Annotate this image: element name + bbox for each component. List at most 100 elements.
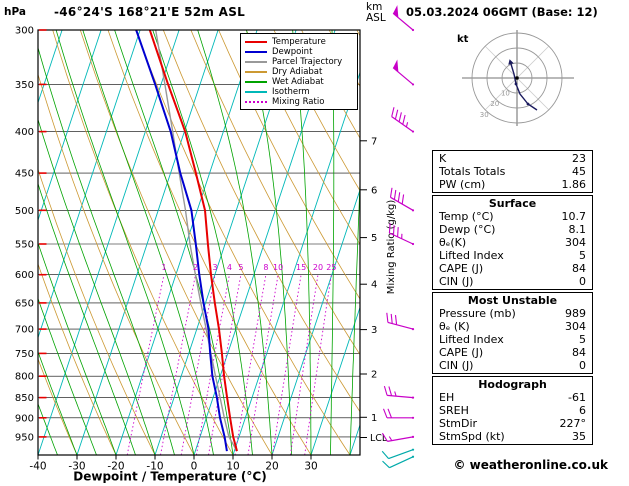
indices-label: Temp (°C) [439,210,494,223]
indices-section: Hodograph EH -61 SREH 6 StmDir 227° StmSpd (kt)… [432,376,593,445]
indices-label: SREH [439,404,469,417]
svg-text:550: 550 [15,240,34,251]
indices-label: CIN (J) [439,275,474,288]
indices-row: Lifted Index 5 [433,249,592,262]
indices-label: CIN (J) [439,359,474,372]
svg-text:950: 950 [15,432,34,443]
legend-item: Parcel Trajectory [245,57,354,67]
indices-value: 23 [572,152,586,165]
legend-item: Dewpoint [245,47,354,57]
indices-value: 6 [579,404,586,417]
svg-text:500: 500 [15,206,34,217]
svg-text:350: 350 [15,80,34,91]
svg-text:700: 700 [15,325,34,336]
indices-value: 5 [579,333,586,346]
indices-value: 8.1 [568,223,587,236]
svg-text:2: 2 [193,263,198,272]
svg-text:800: 800 [15,372,34,383]
indices-value: 10.7 [561,210,587,223]
legend-swatch [245,101,267,103]
svg-text:400: 400 [15,127,34,138]
km-axis: 1 2 3 4 5 6 7 LCL [360,136,388,444]
km-label: km [366,1,383,13]
hodograph-arrow [508,59,514,65]
svg-text:kt: kt [457,34,469,45]
indices-section-title: Surface [488,197,537,210]
legend-item: Dry Adiabat [245,67,354,77]
hodograph-trace [510,63,538,111]
datetime-title: 05.03.2024 06GMT (Base: 12) [406,5,598,19]
indices-row: Temp (°C) 10.7 [433,210,592,223]
indices-value: -61 [568,391,586,404]
svg-text:-20: -20 [107,461,124,473]
indices-label: Lifted Index [439,249,504,262]
legend-item: Temperature [245,37,354,47]
indices-row: CAPE (J) 84 [433,262,592,275]
svg-text:-30: -30 [68,461,85,473]
svg-text:3: 3 [371,325,377,336]
station-title: -46°24'S 168°21'E 52m ASL [54,5,246,19]
legend-swatch [245,81,267,83]
svg-text:LCL: LCL [370,433,388,444]
indices-row: θₑ (K) 304 [433,320,592,333]
svg-text:3: 3 [213,263,218,272]
legend-swatch [245,91,267,93]
indices-value: 304 [565,320,586,333]
indices-value: 989 [565,307,586,320]
svg-text:900: 900 [15,413,34,424]
indices-panel: K 23 Totals Totals 45 PW (cm) 1.86 Surface Temp… [432,150,593,447]
legend-item: Isotherm [245,87,354,97]
legend-item: Wet Adiabat [245,77,354,87]
svg-text:10: 10 [226,461,239,473]
indices-value: 0 [579,275,586,288]
indices-row: SREH 6 [433,404,592,417]
indices-label: StmDir [439,417,478,430]
svg-text:20: 20 [313,263,323,272]
legend-label: Parcel Trajectory [272,57,343,67]
svg-text:Dewpoint / Temperature (°C): Dewpoint / Temperature (°C) [73,470,266,484]
legend: Temperature Dewpoint Parcel Trajectory Dry … [240,33,358,110]
svg-text:1: 1 [371,413,377,424]
svg-text:2: 2 [371,370,377,381]
legend-label: Isotherm [272,87,310,97]
svg-text:10: 10 [273,263,283,272]
svg-text:750: 750 [15,349,34,360]
legend-label: Dewpoint [272,47,313,57]
indices-section: Surface Temp (°C) 10.7 Dewp (°C) 8.1 θₑ(K) 304… [432,195,593,290]
svg-text:650: 650 [15,298,34,309]
indices-label: Dewp (°C) [439,223,496,236]
indices-label: θₑ (K) [439,320,470,333]
indices-label: Lifted Index [439,333,504,346]
legend-swatch [245,51,267,53]
svg-text:20: 20 [265,461,278,473]
svg-text:5: 5 [371,233,377,244]
indices-value: 227° [559,417,587,430]
legend-item: Mixing Ratio [245,97,354,107]
svg-text:450: 450 [15,169,34,180]
indices-value: 45 [572,165,586,178]
mixing-ratio-lines [126,274,332,455]
svg-text:8: 8 [263,263,268,272]
pressure-axis-labels: 300 350 400 450 500 550 600 650 700 750 800 850 900 9… [15,26,34,444]
indices-value: 84 [572,262,586,275]
indices-label: θₑ(K) [439,236,467,249]
svg-text:1: 1 [161,263,166,272]
mixing-ratio-axis-label: Mixing Ratio (g/kg) [386,200,397,295]
legend-swatch [245,61,267,63]
legend-label: Wet Adiabat [272,77,324,87]
svg-text:15: 15 [296,263,306,272]
indices-value: 0 [579,359,586,372]
svg-text:-10: -10 [146,461,163,473]
svg-text:0: 0 [191,461,198,473]
temperature-axis: -40 -30 -20 -10 0 10 20 30 Dewpoint / Temperatur… [29,455,318,484]
svg-text:20: 20 [490,100,499,108]
indices-section-title: Most Unstable [467,294,558,307]
indices-row: θₑ(K) 304 [433,236,592,249]
pressure-inner-ticks [39,29,47,438]
svg-text:4: 4 [227,263,232,272]
svg-text:30: 30 [304,461,317,473]
indices-section-title: Hodograph [478,378,547,391]
